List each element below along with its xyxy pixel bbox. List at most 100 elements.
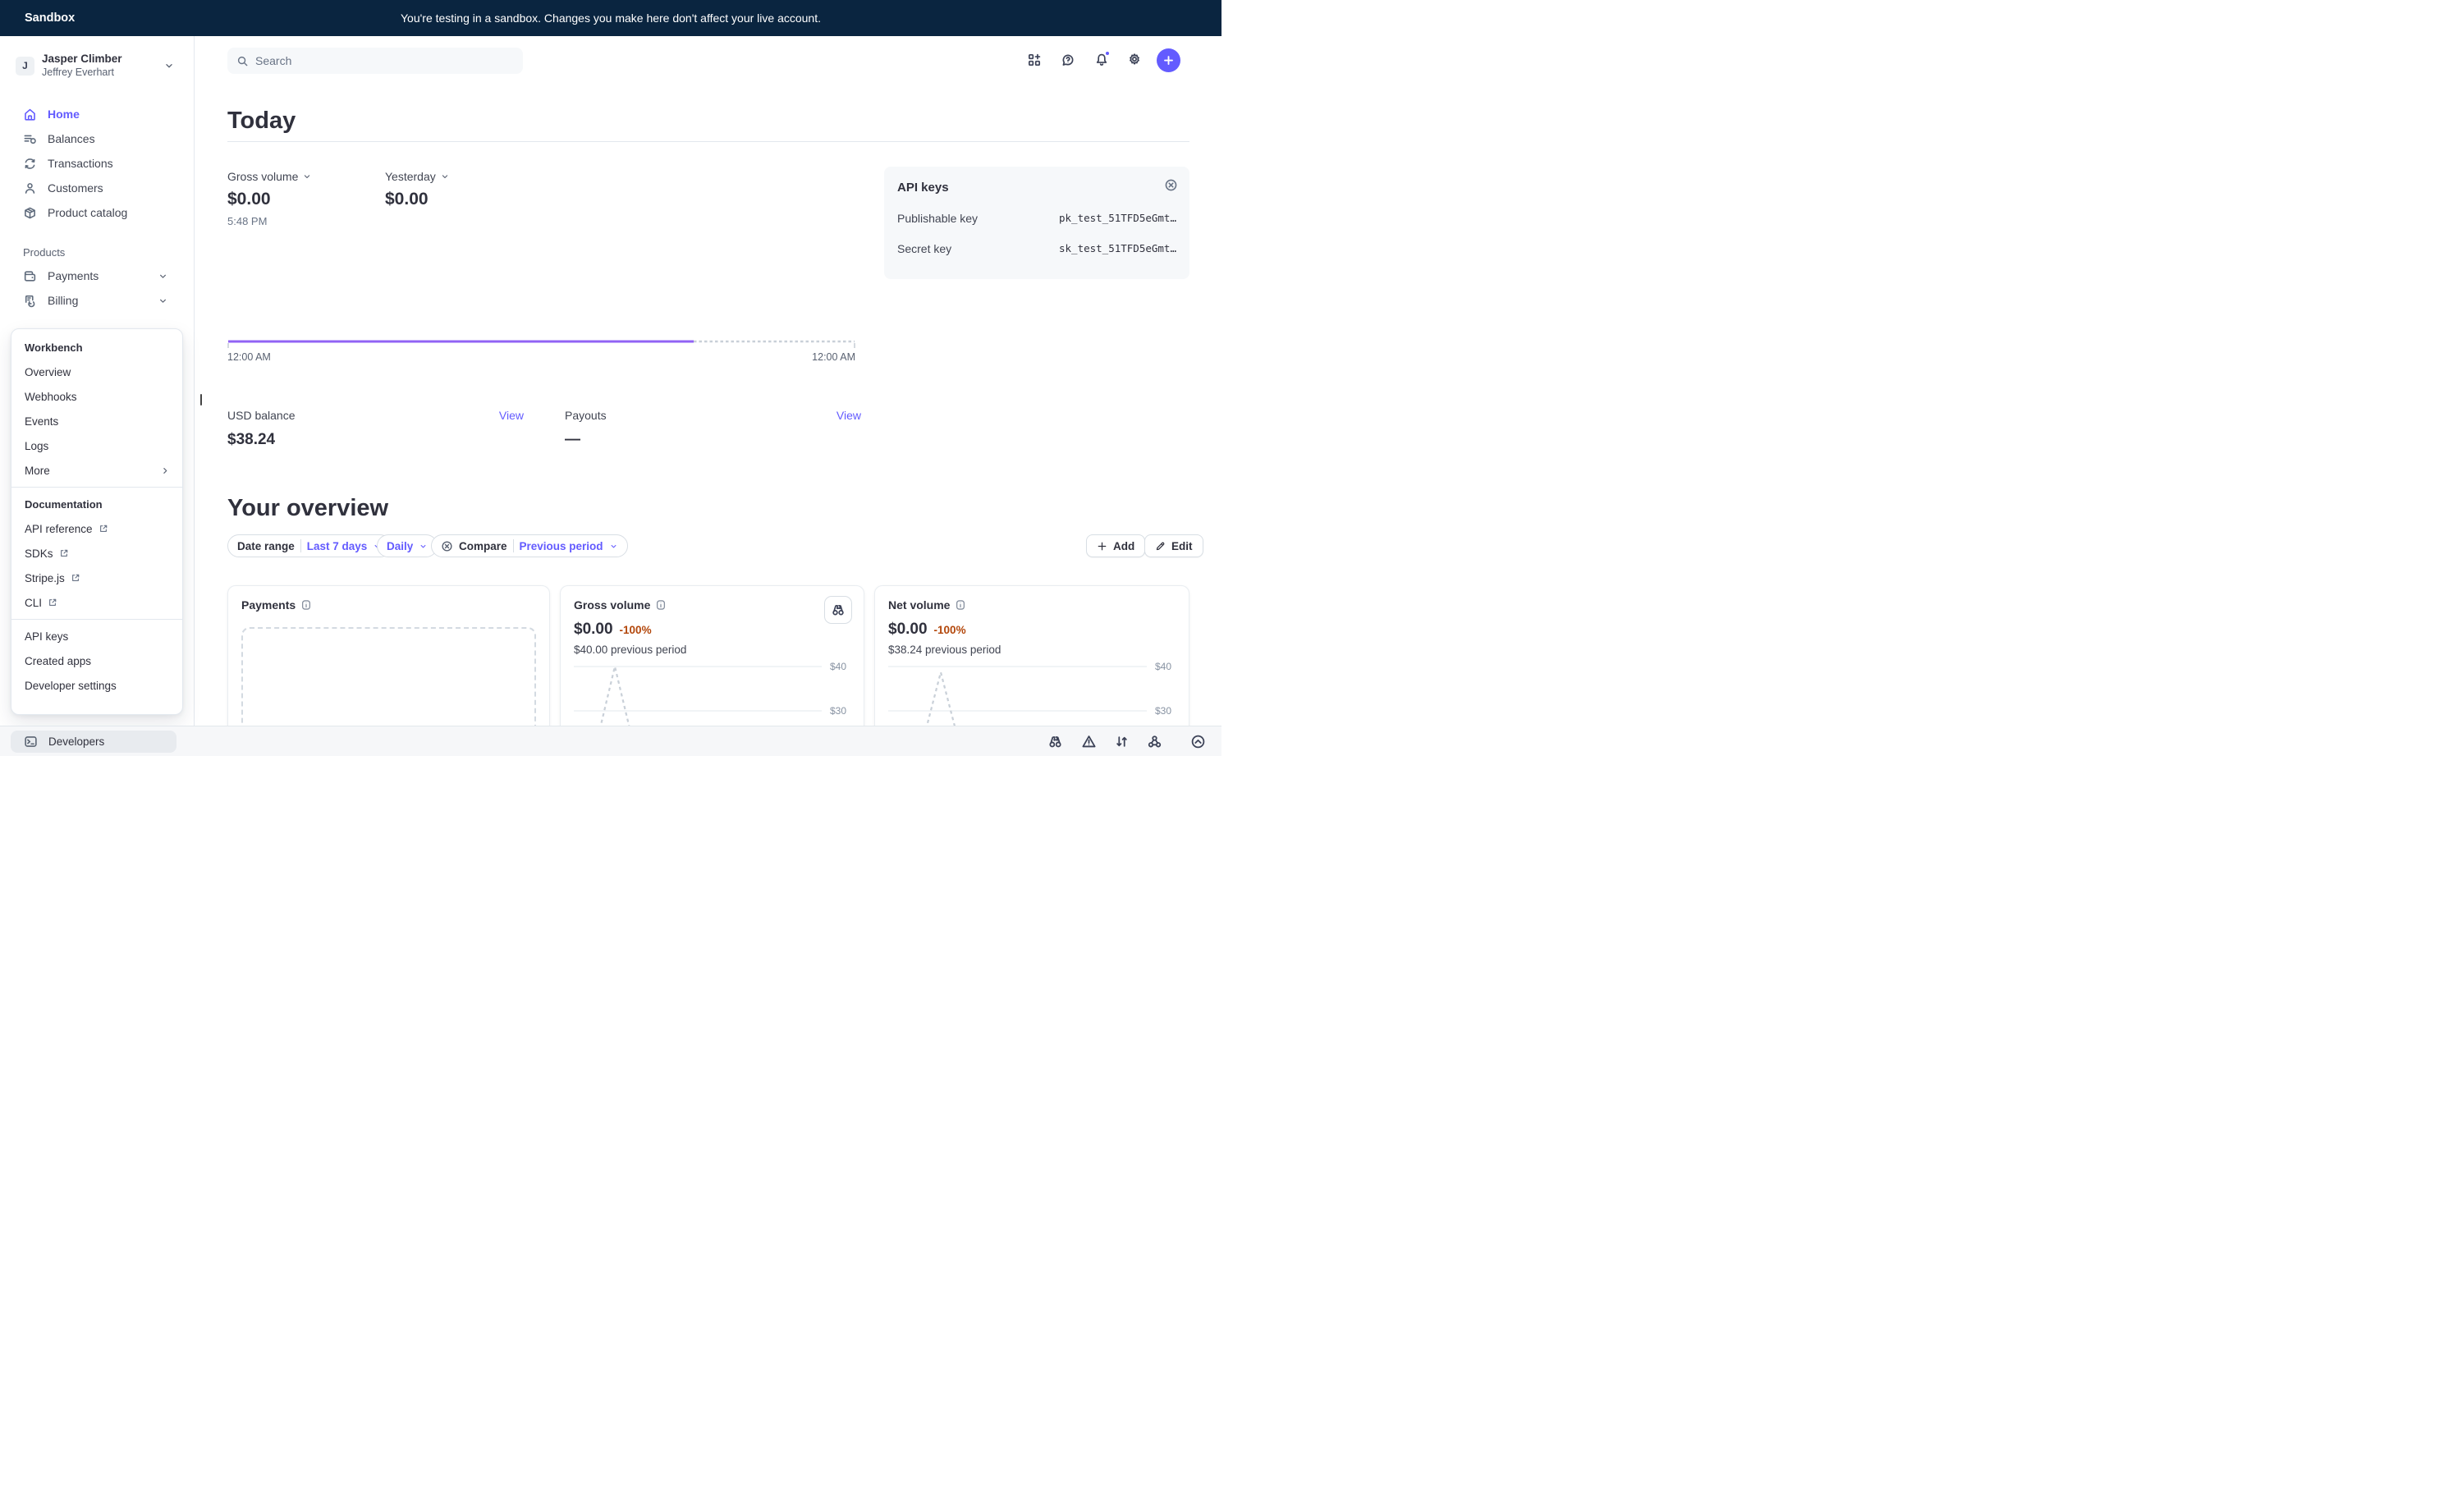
payments-card-title: Payments [241,598,536,612]
popup-item-webhooks[interactable]: Webhooks [25,390,77,403]
popup-divider [11,487,182,488]
popup-item-more[interactable]: More [11,458,182,483]
webhooks-button[interactable] [1147,734,1162,749]
product-catalog-icon [23,206,37,220]
yesterday-selector[interactable]: Yesterday [385,170,450,183]
account-switcher[interactable]: J Jasper Climber Jeffrey Everhart [10,48,185,84]
sidebar-item-transactions[interactable]: Transactions [0,151,195,176]
popup-item-api-reference[interactable]: API reference [11,516,182,541]
sidebar-item-balances[interactable]: Balances [0,126,195,151]
popup-item-events[interactable]: Events [25,415,59,428]
external-link-icon [99,524,108,534]
sandbox-label: Sandbox [25,11,76,25]
balances-icon [23,132,37,146]
payouts-value: — [565,431,580,448]
popup-divider [11,619,182,620]
compare-filter[interactable]: Compare Previous period [431,534,628,557]
developers-button[interactable]: Developers [11,731,176,753]
collapse-button[interactable] [1190,734,1206,749]
sidebar-item-label: Payments [48,269,99,282]
compare-value: Previous period [519,539,603,552]
help-button[interactable] [1055,47,1081,73]
close-circle-icon[interactable] [441,540,453,552]
errors-button[interactable] [1081,734,1097,749]
help-icon [1062,54,1074,66]
payouts-view-link[interactable]: View [836,409,861,422]
binoculars-icon [832,604,844,616]
chevron-down-icon [163,60,175,71]
sidebar-item-label: Balances [48,132,95,145]
interval-filter[interactable]: Daily [377,534,438,557]
developers-bar: Developers [0,726,1222,756]
sidebar-item-label: Customers [48,181,103,195]
net-volume-card[interactable]: Net volume $0.00 -100% $38.24 previous p… [874,585,1189,741]
search-icon [237,56,248,66]
sidebar-item-label: Product catalog [48,206,128,219]
sidebar-item-product-catalog[interactable]: Product catalog [0,200,195,225]
apps-button[interactable] [1021,47,1047,73]
home-icon [23,108,37,121]
usd-balance-value: $38.24 [227,431,276,448]
popup-item-stripejs[interactable]: Stripe.js [11,566,182,590]
billing-icon [23,294,37,308]
popup-item-cli[interactable]: CLI [11,590,182,615]
popup-item-developer-settings[interactable]: Developer settings [25,679,117,692]
popup-item-overview[interactable]: Overview [25,365,71,378]
gear-icon [1130,53,1139,65]
sidebar-nav: Home Balances Transactions Customers Pro… [0,102,195,313]
add-button[interactable]: Add [1086,534,1146,557]
gross-volume-card-previous: $40.00 previous period [574,644,687,656]
usd-balance-block: USD balance View $38.24 [227,409,524,449]
today-heading: Today [227,108,296,134]
customers-icon [23,181,37,195]
external-link-icon [59,548,69,558]
inspect-button[interactable] [824,596,852,624]
net-volume-card-delta: -100% [933,624,966,636]
popup-item-sdks[interactable]: SDKs [11,541,182,566]
search-bar[interactable] [227,48,523,74]
notifications-button[interactable] [1089,47,1115,73]
date-range-filter[interactable]: Date range Last 7 days [227,534,392,557]
api-requests-button[interactable] [1114,734,1130,749]
info-icon [302,600,311,610]
net-volume-card-value: $0.00 [888,621,928,638]
settings-button[interactable] [1121,47,1148,73]
gross-volume-value: $0.00 [227,190,271,208]
payments-card[interactable]: Payments [227,585,550,741]
avatar: J [16,56,34,76]
close-icon[interactable] [1164,178,1178,192]
net-volume-sparkline [888,666,1147,740]
external-link-icon [48,598,57,607]
payouts-block: Payouts View — [565,409,861,449]
info-icon [657,600,666,610]
secret-key-value[interactable]: sk_test_51TFD5eGmt… [1059,242,1176,254]
create-button[interactable] [1157,48,1180,72]
sidebar-item-customers[interactable]: Customers [0,176,195,200]
chevron-down-icon [420,544,426,548]
net-volume-card-title: Net volume [888,598,1176,612]
chart-end-label: 12:00 AM [812,351,855,363]
search-input[interactable] [255,54,493,67]
payments-icon [23,269,37,283]
popup-item-logs[interactable]: Logs [25,439,49,452]
publishable-key-row: Publishable key pk_test_51TFD5eGmt… [897,212,1176,225]
sidebar-item-home[interactable]: Home [0,102,195,126]
gross-volume-selector[interactable]: Gross volume [227,170,312,183]
today-chart: 12:00 AM 12:00 AM [227,337,855,366]
today-line [227,340,855,348]
usd-balance-view-link[interactable]: View [498,409,524,422]
edit-button[interactable]: Edit [1144,534,1203,557]
popup-item-created-apps[interactable]: Created apps [25,654,92,667]
chevron-down-icon [611,544,616,548]
sidebar-item-payments[interactable]: Payments [0,263,195,288]
external-link-icon [71,573,80,583]
ytick-30: $30 [1155,705,1172,717]
inspector-button[interactable] [1047,734,1063,749]
usd-balance-label: USD balance [227,409,296,422]
gross-volume-card[interactable]: Gross volume $0.00 -100% $40.00 previous… [560,585,864,741]
sidebar-item-billing[interactable]: Billing [0,288,195,313]
publishable-key-value[interactable]: pk_test_51TFD5eGmt… [1059,212,1176,224]
popup-item-api-keys[interactable]: API keys [25,630,69,643]
plus-icon [1164,56,1173,65]
payouts-label: Payouts [565,409,607,422]
